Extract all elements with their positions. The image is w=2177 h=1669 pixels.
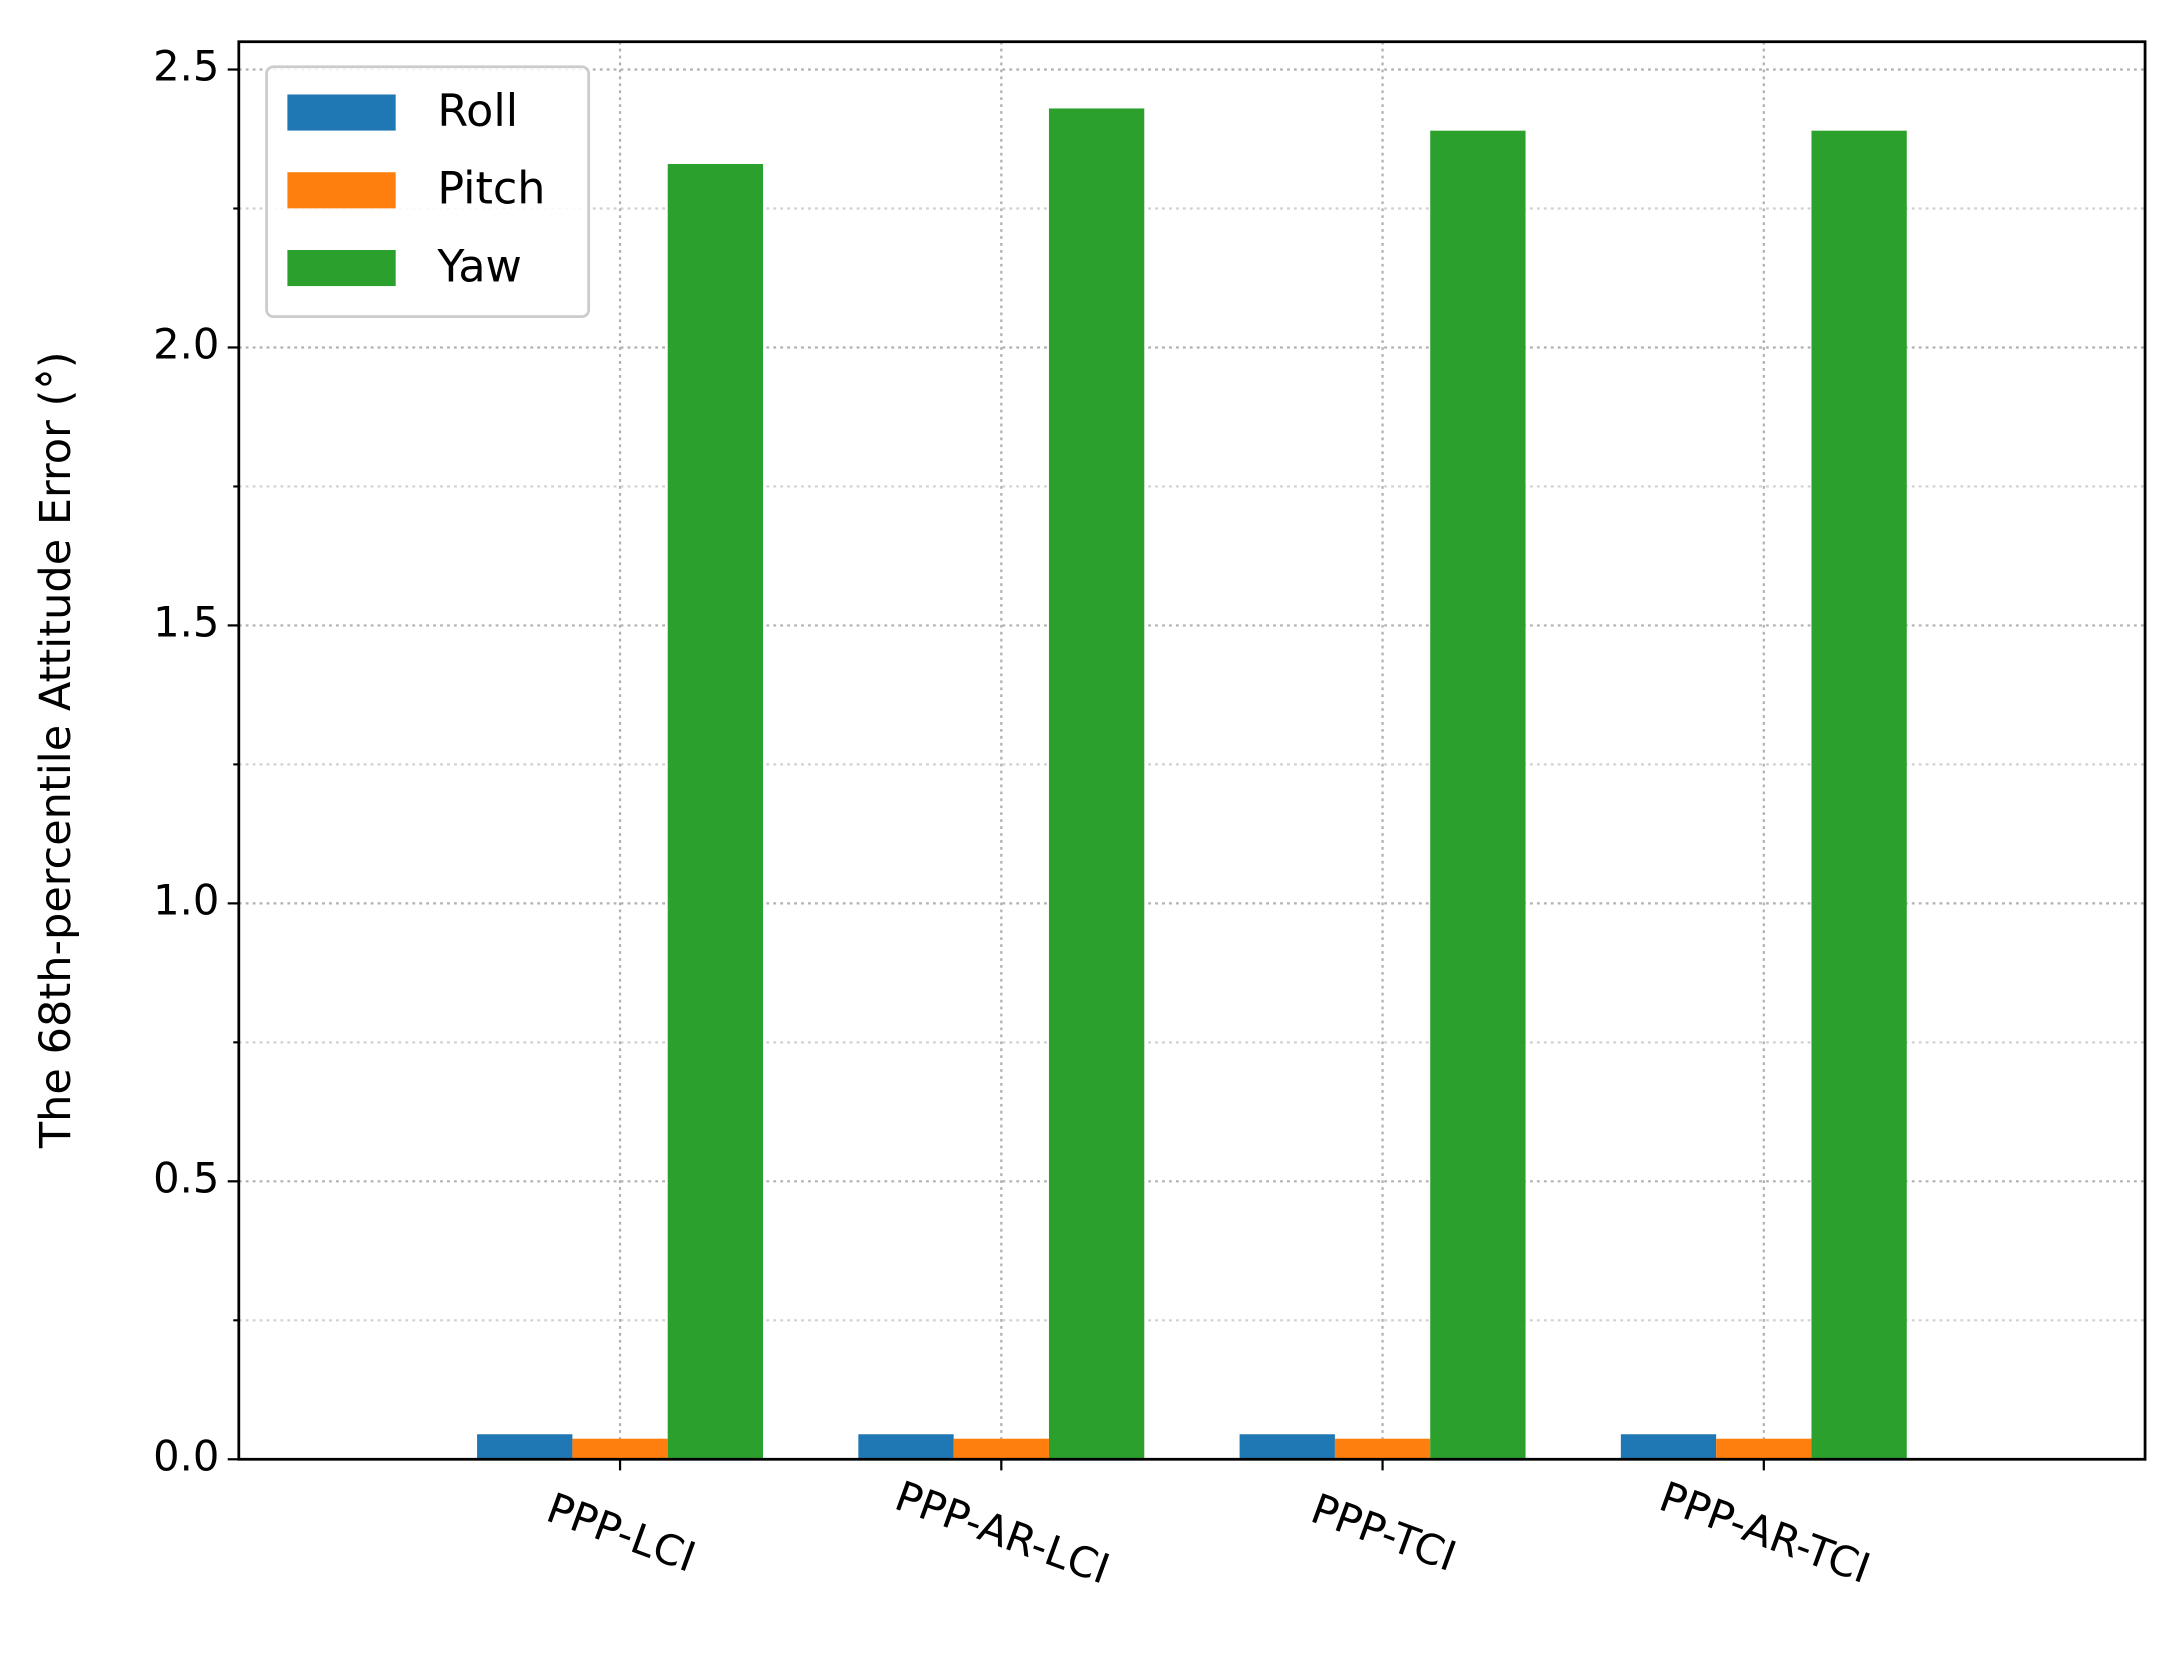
bar bbox=[1430, 130, 1526, 1460]
bar bbox=[1716, 1438, 1812, 1460]
bar bbox=[1811, 130, 1907, 1460]
bar bbox=[1048, 108, 1145, 1460]
bar bbox=[572, 1438, 668, 1460]
bar bbox=[1620, 1434, 1717, 1460]
y-axis-label: The 68th-percentile Attitude Error (°̂) bbox=[31, 351, 81, 1149]
legend-swatch bbox=[287, 172, 396, 209]
x-tick-label: PPP-AR-LCI bbox=[889, 1471, 1116, 1594]
y-tick-label: 1.5 bbox=[153, 597, 219, 646]
bar bbox=[477, 1434, 573, 1460]
y-tick-label: 0.5 bbox=[153, 1153, 219, 1202]
y-tick-label: 2.5 bbox=[153, 42, 219, 91]
legend-label: Yaw bbox=[436, 241, 522, 292]
y-tick-label: 1.0 bbox=[153, 875, 219, 924]
legend-swatch bbox=[287, 249, 396, 287]
plot-frame bbox=[237, 40, 2147, 1461]
y-tick-label: 0.0 bbox=[153, 1431, 219, 1480]
legend-label: Pitch bbox=[437, 164, 545, 215]
x-tick-label: PPP-AR-TCI bbox=[1653, 1472, 1876, 1593]
bar bbox=[858, 1434, 954, 1460]
bar bbox=[667, 164, 764, 1460]
bar bbox=[953, 1438, 1049, 1460]
bar bbox=[1239, 1434, 1335, 1460]
x-tick-label: PPP-TCI bbox=[1305, 1484, 1463, 1581]
legend-swatch bbox=[287, 94, 396, 131]
legend-label: Roll bbox=[437, 86, 518, 137]
y-tick-label: 2.0 bbox=[153, 319, 219, 368]
bar bbox=[1334, 1438, 1431, 1460]
x-tick-label: PPP-LCI bbox=[541, 1483, 702, 1582]
